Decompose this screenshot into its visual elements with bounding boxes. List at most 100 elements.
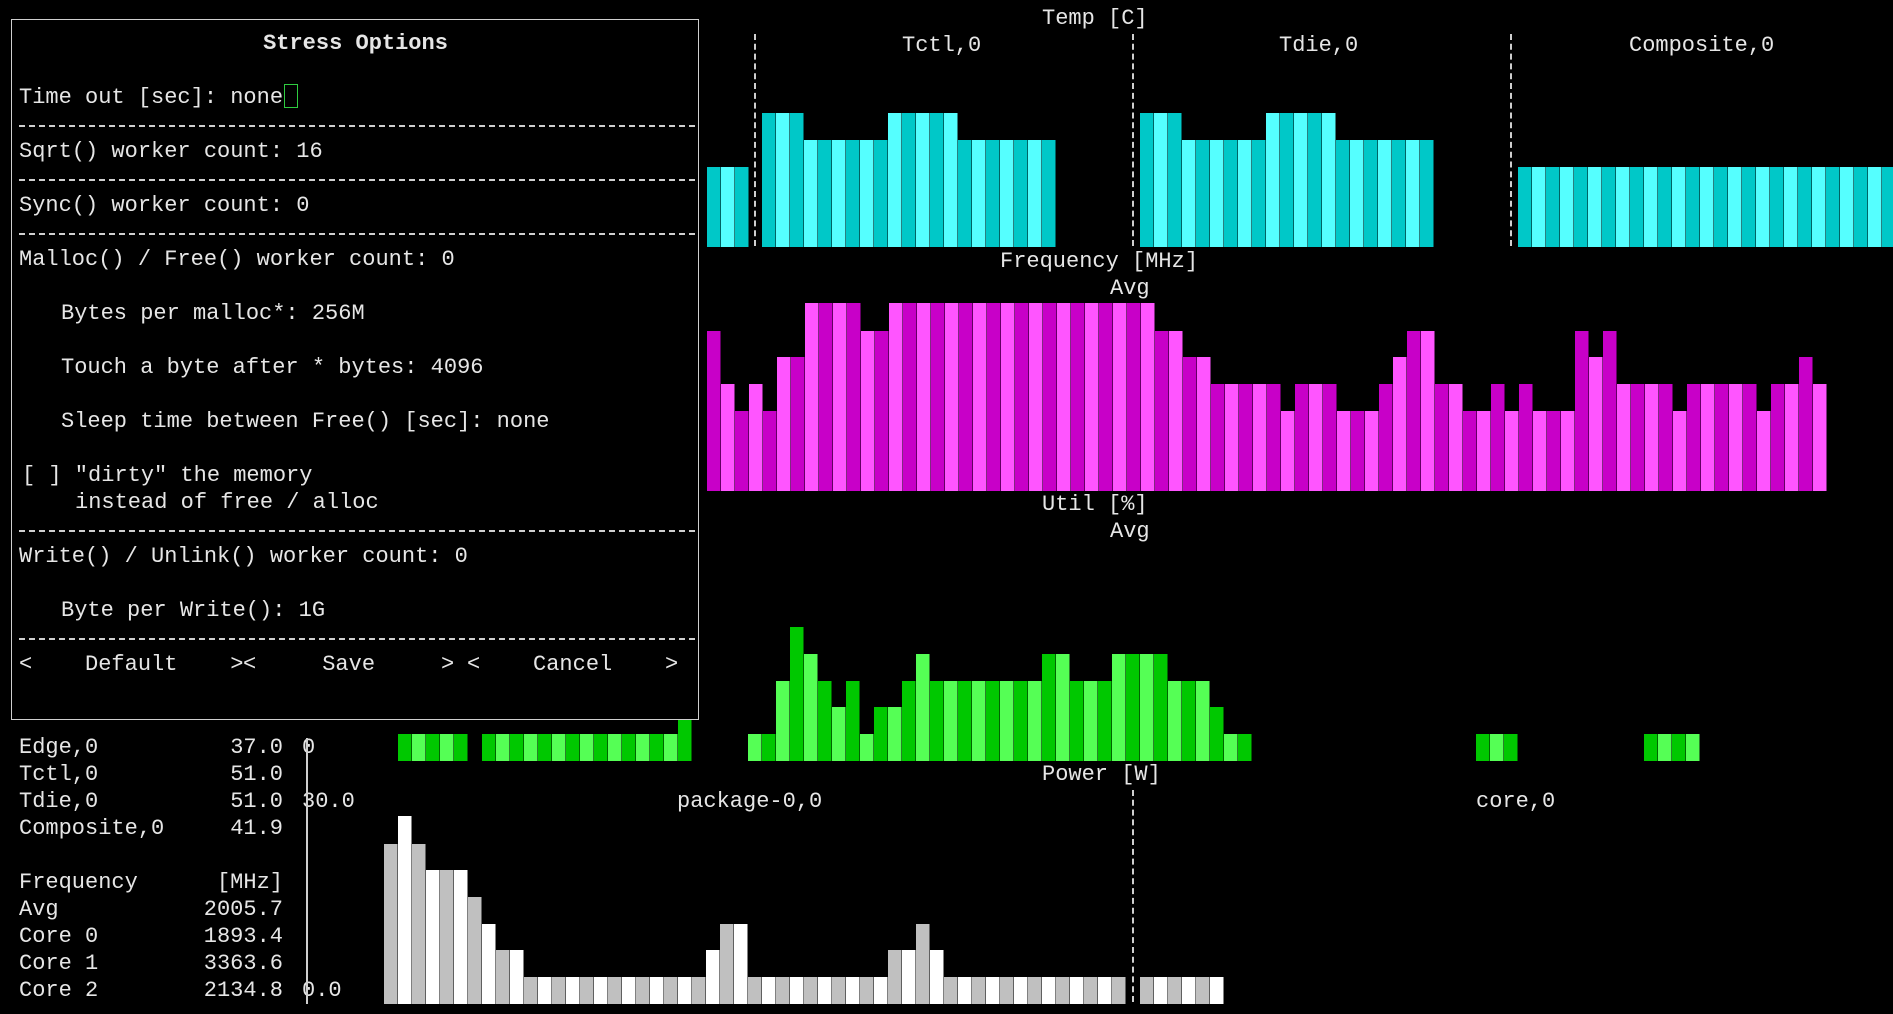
temp-bar bbox=[1826, 167, 1840, 247]
power-bar bbox=[846, 977, 860, 1004]
temp-bar bbox=[1658, 167, 1672, 247]
write-worker-field[interactable]: Write() / Unlink() worker count: 0 bbox=[19, 544, 468, 569]
dirty-memory-checkbox[interactable]: [ ] "dirty" the memory bbox=[22, 463, 313, 488]
temp-bar bbox=[1700, 167, 1714, 247]
sensor-name: Composite,0 bbox=[19, 816, 165, 841]
util-bar bbox=[412, 734, 426, 761]
power-bar bbox=[524, 977, 538, 1004]
power-bar bbox=[1168, 977, 1182, 1004]
util-bar bbox=[916, 654, 930, 761]
temp-bar bbox=[1686, 167, 1700, 247]
util-bar bbox=[958, 681, 972, 761]
power-bar bbox=[832, 977, 846, 1004]
frequency-bar bbox=[1127, 303, 1141, 491]
temp-bar bbox=[1588, 167, 1602, 247]
frequency-bar bbox=[1603, 331, 1617, 491]
util-graph-subtitle: Avg bbox=[1110, 519, 1150, 544]
cancel-button[interactable]: < Cancel > bbox=[467, 652, 679, 677]
temp-bar bbox=[1574, 167, 1588, 247]
power-bar bbox=[944, 977, 958, 1004]
frequency-bar bbox=[945, 303, 959, 491]
power-bar bbox=[496, 950, 510, 1004]
frequency-bar bbox=[707, 331, 721, 491]
temp-bar bbox=[1238, 140, 1252, 247]
temp-bar bbox=[972, 140, 986, 247]
frequency-bar bbox=[1771, 384, 1785, 491]
power-bar bbox=[1084, 977, 1098, 1004]
frequency-bar bbox=[1477, 411, 1491, 491]
sensor-value: 51.0 bbox=[230, 762, 283, 787]
power-separator bbox=[1132, 790, 1134, 1002]
power-bar bbox=[776, 977, 790, 1004]
frequency-bar bbox=[777, 357, 791, 491]
frequency-bar bbox=[1267, 384, 1281, 491]
frequency-bar bbox=[1449, 384, 1463, 491]
frequency-bar bbox=[819, 303, 833, 491]
power-bar bbox=[412, 844, 426, 1004]
temp-bar bbox=[860, 140, 874, 247]
frequency-bar bbox=[1547, 411, 1561, 491]
temp-bar bbox=[1742, 167, 1756, 247]
temp-bar bbox=[1042, 140, 1056, 247]
frequency-bar bbox=[1743, 384, 1757, 491]
util-bar bbox=[1182, 681, 1196, 761]
temp-bar bbox=[986, 140, 1000, 247]
sqrt-worker-field[interactable]: Sqrt() worker count: 16 bbox=[19, 139, 323, 164]
util-bar bbox=[636, 734, 650, 761]
frequency-bar bbox=[1687, 384, 1701, 491]
util-bar bbox=[1672, 734, 1686, 761]
save-button[interactable]: < Save > bbox=[243, 652, 455, 677]
frequency-bar bbox=[1323, 384, 1337, 491]
sleep-time-field[interactable]: Sleep time between Free() [sec]: none bbox=[61, 409, 550, 434]
frequency-bar bbox=[791, 357, 805, 491]
util-bar bbox=[622, 734, 636, 761]
temp-bar bbox=[721, 167, 735, 247]
sensor-name: Tdie,0 bbox=[19, 789, 99, 814]
default-button[interactable]: < Default > bbox=[19, 652, 244, 677]
power-bar bbox=[762, 977, 776, 1004]
touch-byte-field[interactable]: Touch a byte after * bytes: 4096 bbox=[61, 355, 484, 380]
temp-bar bbox=[832, 140, 846, 247]
divider bbox=[19, 530, 695, 532]
sensor-name: Tctl,0 bbox=[19, 762, 99, 787]
frequency-bar bbox=[1421, 331, 1435, 491]
axis-label-bottom: 0.0 bbox=[302, 978, 342, 1003]
util-bar bbox=[1658, 734, 1672, 761]
power-bar bbox=[930, 950, 944, 1004]
sensor-name: Core 2 bbox=[19, 978, 99, 1003]
power-bar bbox=[398, 816, 412, 1004]
frequency-bar bbox=[973, 303, 987, 491]
frequency-bar bbox=[1169, 331, 1183, 491]
power-bar bbox=[874, 977, 888, 1004]
frequency-bar bbox=[1491, 384, 1505, 491]
power-bar bbox=[580, 977, 594, 1004]
temp-bar bbox=[1406, 140, 1420, 247]
util-bar bbox=[1070, 681, 1084, 761]
power-bar bbox=[552, 977, 566, 1004]
frequency-bar bbox=[1197, 357, 1211, 491]
frequency-bar bbox=[1183, 357, 1197, 491]
power-bar bbox=[916, 924, 930, 1004]
power-bar bbox=[888, 950, 902, 1004]
bytes-per-malloc-field[interactable]: Bytes per malloc*: 256M bbox=[61, 301, 365, 326]
temp-bar bbox=[707, 167, 721, 247]
frequency-bar bbox=[1393, 357, 1407, 491]
power-bar bbox=[734, 924, 748, 1004]
util-bar bbox=[496, 734, 510, 761]
malloc-worker-field[interactable]: Malloc() / Free() worker count: 0 bbox=[19, 247, 455, 272]
section-unit: [MHz] bbox=[216, 870, 283, 895]
temp-bar bbox=[1364, 140, 1378, 247]
power-bar bbox=[804, 977, 818, 1004]
axis-label-mid: 30.0 bbox=[302, 789, 355, 814]
temp-bar bbox=[1812, 167, 1826, 247]
util-bar bbox=[594, 734, 608, 761]
timeout-field[interactable]: Time out [sec]: none bbox=[19, 84, 299, 111]
timeout-input[interactable]: none bbox=[230, 85, 284, 110]
byte-per-write-field[interactable]: Byte per Write(): 1G bbox=[61, 598, 326, 623]
sync-worker-field[interactable]: Sync() worker count: 0 bbox=[19, 193, 310, 218]
util-bar bbox=[1042, 654, 1056, 761]
frequency-bar bbox=[1309, 384, 1323, 491]
sensor-value: 2134.8 bbox=[203, 978, 283, 1003]
power-graph-title: Power [W] bbox=[1042, 762, 1161, 787]
